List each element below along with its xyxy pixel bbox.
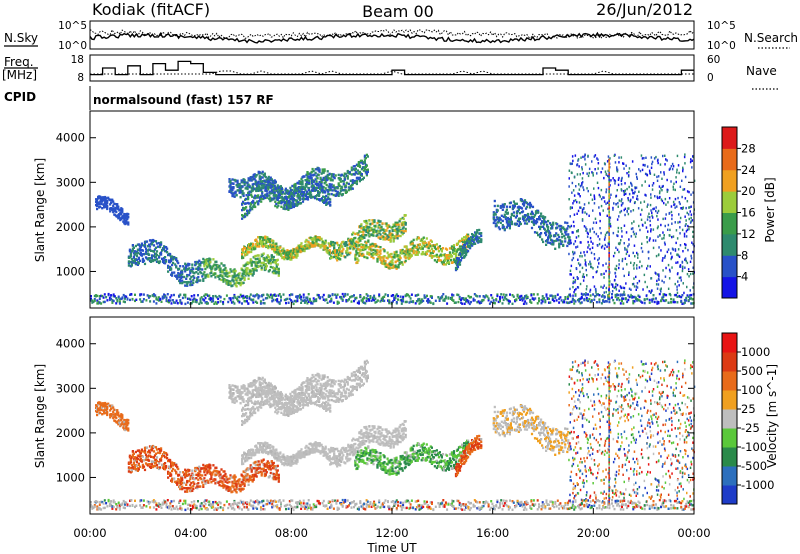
colorbar-swatch	[722, 169, 737, 192]
colorbar-swatch	[722, 276, 737, 299]
velocity-panel: 1000 2000 3000 4000 00:00 04:00 08:00 12:00 16:…	[33, 302, 779, 554]
colorbar-swatch	[722, 233, 737, 256]
colorbar-swatch	[722, 127, 737, 149]
colorbar-tick-label: 28	[741, 141, 756, 155]
noise-sky-trace	[89, 31, 695, 44]
x-tick-label: 16:00	[476, 526, 509, 540]
colorbar-swatch	[722, 333, 737, 353]
colorbar-tick-label: 24	[741, 163, 756, 177]
y-tick-label: 2000	[56, 426, 85, 440]
freq-right-tick-top: 60	[707, 54, 720, 66]
colorbar-swatch	[722, 447, 737, 467]
freq-left-tick-bottom: 8	[77, 72, 84, 84]
freq-panel: Freq. [MHz] 18 8 60 0 Nave	[2, 54, 778, 90]
colorbar-swatch	[722, 352, 737, 372]
date-title: 26/Jun/2012	[596, 0, 693, 19]
colorbar-tick-label: -25	[741, 421, 760, 435]
power-colorbar-label: Power [dB]	[763, 177, 777, 242]
power-panel: 1000 2000 3000 4000 Slant Range [km] 4 8 12 16…	[33, 110, 777, 309]
power-data	[90, 153, 696, 306]
colorbar-tick-label: 500	[741, 364, 763, 378]
colorbar-swatch	[722, 466, 737, 486]
freq-trace	[90, 60, 694, 76]
colorbar-swatch	[722, 212, 737, 235]
station-title: Kodiak (fitACF)	[92, 0, 210, 19]
power-ylabel: Slant Range [km]	[33, 158, 47, 262]
colorbar-tick-label: 20	[741, 184, 756, 198]
colorbar-swatch	[722, 428, 737, 448]
colorbar-swatch	[722, 409, 737, 429]
cpid-label: CPID	[4, 90, 36, 104]
x-tick-label: 04:00	[174, 526, 207, 540]
noise-right-tick-top: 10^5	[707, 20, 736, 32]
noise-sky-label: N.Sky	[4, 31, 38, 45]
freq-unit-label: [MHz]	[2, 68, 37, 82]
nave-label: Nave	[746, 64, 777, 78]
colorbar-swatch	[722, 255, 737, 278]
velocity-colorbar: 1000 500 100 25 -25 -100 -500 -1000	[721, 332, 774, 505]
noise-right-tick-bottom: 10^0	[707, 40, 736, 52]
freq-label: Freq.	[4, 55, 34, 69]
noise-panel: N.Sky 10^5 10^0 10^5 10^0 N.Search	[4, 20, 798, 52]
cpid-program: normalsound (fast) 157 RF	[93, 93, 274, 107]
colorbar-tick-label: -1000	[741, 478, 774, 492]
y-tick-label: 1000	[56, 264, 85, 278]
colorbar-swatch	[722, 191, 737, 213]
colorbar-tick-label: 12	[741, 227, 756, 241]
power-colorbar: 4 8 12 16 20 24 28	[721, 126, 756, 299]
colorbar-tick-label: -500	[741, 459, 767, 473]
colorbar-tick-label: 4	[741, 270, 748, 284]
colorbar-swatch	[722, 371, 737, 391]
y-tick-label: 3000	[56, 175, 85, 189]
velocity-data	[90, 359, 696, 512]
x-tick-label: 20:00	[577, 526, 610, 540]
noise-search-label: N.Search	[744, 31, 798, 45]
y-tick-label: 1000	[56, 470, 85, 484]
y-tick-label: 4000	[56, 337, 85, 351]
x-tick-label: 00:00	[73, 526, 106, 540]
nave-trace	[90, 70, 694, 75]
colorbar-swatch	[722, 390, 737, 410]
time-axis-label: Time UT	[366, 541, 417, 554]
colorbar-swatch	[722, 148, 737, 171]
cpid-panel: CPID normalsound (fast) 157 RF	[4, 86, 274, 110]
colorbar-tick-label: 1000	[741, 345, 770, 359]
y-tick-label: 3000	[56, 381, 85, 395]
x-tick-label: 08:00	[275, 526, 308, 540]
noise-left-tick-bottom: 10^0	[58, 40, 87, 52]
colorbar-tick-label: 16	[741, 206, 756, 220]
x-tick-label: 12:00	[375, 526, 408, 540]
colorbar-tick-label: 25	[741, 402, 756, 416]
velocity-colorbar-label: Velocity [m s^-1]	[765, 364, 779, 468]
freq-right-tick-bottom: 0	[707, 72, 714, 84]
freq-left-tick-top: 18	[71, 54, 84, 66]
y-tick-label: 2000	[56, 220, 85, 234]
noise-search-trace	[89, 28, 695, 39]
y-tick-label: 4000	[56, 131, 85, 145]
colorbar-tick-label: 100	[741, 383, 763, 397]
colorbar-swatch	[722, 485, 737, 505]
colorbar-tick-label: -100	[741, 440, 767, 454]
x-tick-label: 00:00	[677, 526, 710, 540]
beam-title: Beam 00	[362, 2, 434, 21]
colorbar-tick-label: 8	[741, 248, 748, 262]
velocity-ylabel: Slant Range [km]	[33, 364, 47, 468]
noise-left-tick-top: 10^5	[58, 20, 87, 32]
